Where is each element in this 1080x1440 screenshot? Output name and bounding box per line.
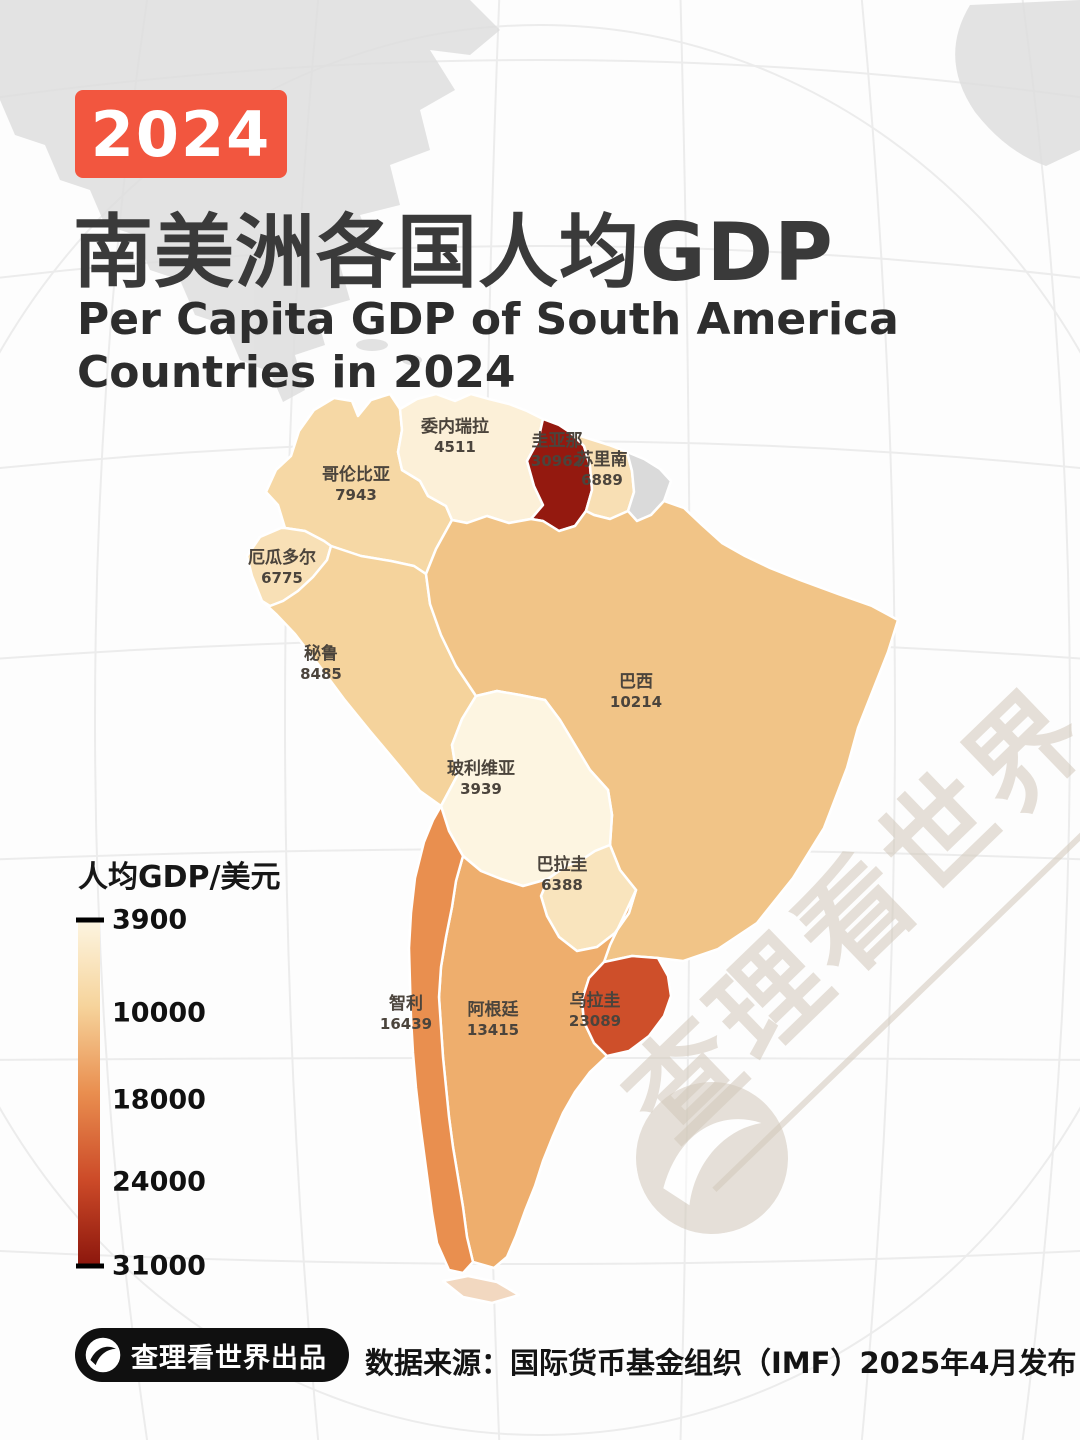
page-title: 南美洲各国人均GDP [73, 206, 834, 299]
legend-gradient-bar [78, 918, 100, 1268]
country-name: 巴西 [619, 672, 653, 692]
country-value: 6388 [541, 876, 583, 895]
country-label-ecuador: 厄瓜多尔 6775 [248, 548, 316, 588]
legend-tick-label: 3900 [112, 904, 188, 936]
legend-tick-dash [76, 917, 104, 923]
country-name: 委内瑞拉 [421, 417, 489, 437]
legend-tick-label: 24000 [112, 1166, 206, 1198]
country-name: 秘鲁 [304, 644, 338, 664]
country-uruguay [580, 954, 673, 1058]
country-name: 阿根廷 [467, 1000, 519, 1020]
country-label-uruguay: 乌拉圭 23089 [569, 991, 621, 1031]
legend-tick-10000: 10000 [76, 998, 206, 1029]
country-value: 4511 [434, 438, 476, 457]
country-value: 8485 [300, 665, 342, 684]
country-chile [407, 804, 475, 1275]
legend-title: 人均GDP/美元 [78, 860, 281, 895]
country-label-brazil: 巴西 10214 [610, 672, 662, 712]
data-source-label: 数据来源： [365, 1346, 511, 1380]
year-badge: 2024 [75, 90, 287, 178]
brand-name: 查理看世界出品 [131, 1342, 327, 1374]
country-name: 玻利维亚 [447, 759, 515, 779]
legend-tick-31000: 31000 [76, 1251, 206, 1282]
country-value: 23089 [568, 1012, 622, 1031]
legend-tick-24000: 24000 [76, 1167, 206, 1198]
country-label-venezuela: 委内瑞拉 4511 [421, 417, 489, 457]
legend-tick-18000: 18000 [76, 1085, 206, 1116]
country-value: 10214 [609, 693, 663, 712]
country-name: 圭亚那 [531, 431, 583, 451]
country-value: 13415 [466, 1021, 520, 1040]
legend-tick-3900: 3900 [76, 905, 187, 936]
legend-tick-label: 10000 [112, 997, 206, 1029]
data-source-text: 国际货币基金组织（IMF）2025年4月发布 [510, 1346, 1077, 1380]
legend: 人均GDP/美元 3900 10000 18000 24000 31000 [76, 852, 298, 1282]
country-value: 30962 [530, 452, 584, 471]
country-value: 3939 [460, 780, 502, 799]
country-value: 6889 [581, 471, 623, 490]
country-name: 哥伦比亚 [322, 465, 390, 485]
subtitle-line-1: Per Capita GDP of South America [77, 294, 899, 345]
legend-tick-label: 31000 [112, 1250, 206, 1282]
brand-logo-icon [85, 1337, 121, 1373]
country-label-paraguay: 巴拉圭 6388 [537, 855, 588, 895]
country-value: 16439 [379, 1015, 433, 1034]
tierra-del-fuego-islands [441, 1274, 521, 1305]
page-subtitle: Per Capita GDP of South America Countrie… [77, 294, 899, 400]
country-label-colombia: 哥伦比亚 7943 [322, 465, 390, 505]
data-source: 数据来源：国际货币基金组织（IMF）2025年4月发布 [365, 1340, 1076, 1382]
legend-body: 3900 10000 18000 24000 31000 [76, 905, 298, 1282]
subtitle-line-2: Countries in 2024 [77, 346, 516, 398]
country-value: 7943 [335, 486, 377, 505]
country-label-guyana: 圭亚那 30962 [531, 431, 583, 471]
country-label-chile: 智利 16439 [380, 994, 432, 1034]
country-name: 巴拉圭 [536, 855, 588, 875]
country-label-peru: 秘鲁 8485 [300, 644, 342, 684]
country-name: 苏里南 [576, 450, 628, 470]
country-label-bolivia: 玻利维亚 3939 [447, 759, 515, 799]
legend-tick-dash [76, 1263, 104, 1269]
brand-pill: 查理看世界出品 [75, 1328, 349, 1382]
country-name: 智利 [389, 994, 423, 1014]
country-name: 厄瓜多尔 [248, 548, 316, 568]
country-label-suriname: 苏里南 6889 [577, 450, 628, 490]
country-value: 6775 [261, 569, 303, 588]
legend-tick-label: 18000 [112, 1084, 206, 1116]
country-name: 乌拉圭 [569, 991, 621, 1011]
country-label-argentina: 阿根廷 13415 [467, 1000, 519, 1040]
